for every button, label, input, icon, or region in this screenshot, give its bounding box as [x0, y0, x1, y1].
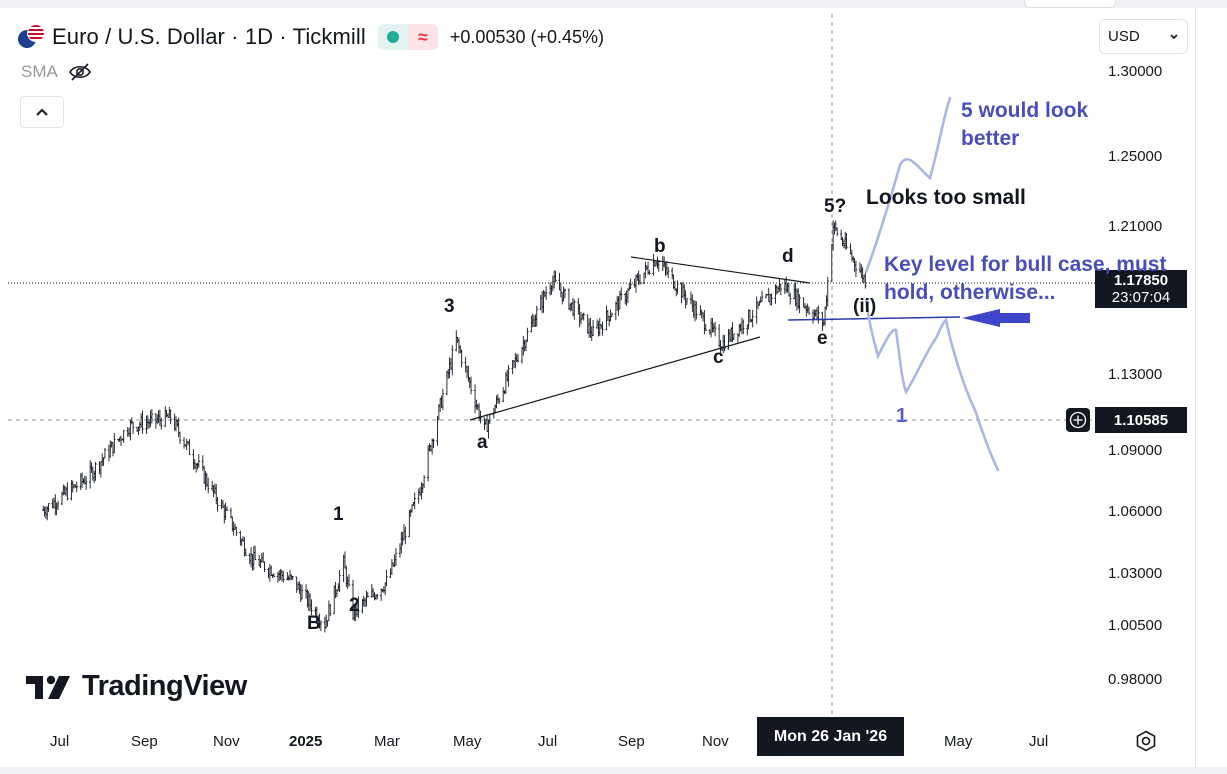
bull-projection-path [864, 96, 952, 274]
annotation-key-level-line2: hold, otherwise... [884, 281, 1056, 304]
add-alert-button[interactable] [1066, 408, 1090, 432]
chevron-down-icon [1170, 33, 1178, 39]
window-bottom-strip [0, 767, 1227, 774]
wave-label-B: B [307, 613, 321, 634]
wave-label-5: 5? [824, 196, 847, 217]
price-tick: 1.13000 [1108, 366, 1163, 383]
tradingview-wordmark: TradingView [82, 670, 247, 702]
price-tick: 1.06000 [1108, 503, 1163, 520]
bear-projection-path [864, 298, 1000, 472]
last-price-tag: 1.17850 23:07:04 [1095, 270, 1187, 308]
price-tick: 1.00500 [1108, 617, 1163, 634]
wave-label-2: 2 [349, 595, 360, 616]
data-delay-icon: ≈ [407, 24, 438, 50]
annotation-five-better-line2: better [961, 127, 1020, 150]
chart-pane-border [1195, 8, 1196, 768]
collapse-legend-button[interactable] [20, 96, 64, 128]
currency-value: USD [1108, 28, 1140, 45]
price-tick: 1.21000 [1108, 218, 1163, 235]
time-tick: May [944, 733, 973, 750]
indicator-legend-sma[interactable]: SMA [21, 62, 92, 82]
annotation-looks-small: Looks too small [866, 186, 1026, 209]
time-tick: Sep [131, 733, 158, 750]
time-tick: Jul [50, 733, 70, 750]
crosshair-price-tag: 1.10585 [1095, 407, 1187, 433]
tradingview-logo-icon [26, 675, 70, 699]
wave-label-c: c [713, 347, 724, 368]
symbol-header: Euro / U.S. Dollar · 1D · Tickmill ≈ +0.… [18, 22, 604, 52]
chevron-up-icon [36, 108, 48, 116]
annotation-key-level-line1: Key level for bull case, must [884, 253, 1167, 276]
time-tick: Jul [538, 733, 558, 750]
candles [42, 220, 867, 633]
wave-label-ii: (ii) [853, 296, 877, 317]
eye-hidden-icon[interactable] [68, 62, 92, 82]
wave-label-e: e [817, 328, 828, 349]
wave-label-b: b [654, 236, 666, 257]
market-open-dot-icon [386, 31, 399, 43]
symbol-title[interactable]: Euro / U.S. Dollar · 1D · Tickmill [52, 24, 366, 49]
price-tick: 1.09000 [1108, 442, 1163, 459]
window-tab[interactable] [1024, 0, 1116, 8]
annotation-five-better-line1: 5 would look [961, 99, 1089, 122]
triangle-lower-trendline [469, 336, 761, 421]
key-level-arrow [962, 309, 1030, 327]
bar-countdown: 23:07:04 [1111, 289, 1171, 306]
time-tick: Jul [1029, 733, 1049, 750]
wave-label-a: a [477, 432, 488, 453]
tradingview-logo[interactable]: TradingView [24, 670, 247, 703]
time-tick: Nov [702, 733, 729, 750]
currency-flag-icon [18, 24, 45, 50]
price-tick: 0.98000 [1108, 671, 1163, 688]
wave-label-d: d [782, 246, 794, 267]
key-level-line [787, 316, 961, 321]
time-tick: 2025 [289, 733, 323, 750]
annotation-key-level: Key level for bull case, must hold, othe… [884, 251, 1166, 307]
crosshair-date-tag: Mon 26 Jan '26 [757, 717, 904, 756]
currency-select[interactable]: USD [1099, 19, 1188, 54]
settings-icon [1136, 730, 1156, 752]
triangle-upper-trendline [630, 256, 811, 284]
chart-settings-button[interactable] [1134, 729, 1158, 753]
price-change: +0.00530 (+0.45%) [449, 26, 605, 47]
price-tick: 1.30000 [1108, 63, 1163, 80]
indicator-label: SMA [21, 62, 58, 81]
time-tick: Mar [374, 733, 400, 750]
time-tick: May [453, 733, 482, 750]
last-price: 1.17850 [1113, 272, 1169, 289]
market-status-pill[interactable]: ≈ [377, 24, 438, 50]
time-tick: Sep [618, 733, 645, 750]
annotation-five-better: 5 would look better [961, 97, 1088, 153]
window-top-strip [0, 0, 1227, 8]
wave-label-1: 1 [333, 504, 344, 525]
annotation-bear-one: 1 [896, 405, 908, 427]
price-tick: 1.25000 [1108, 148, 1163, 165]
time-tick: Nov [213, 733, 240, 750]
wave-label-3: 3 [444, 296, 455, 317]
plus-circle-icon [1069, 411, 1087, 429]
price-tick: 1.03000 [1108, 565, 1163, 582]
